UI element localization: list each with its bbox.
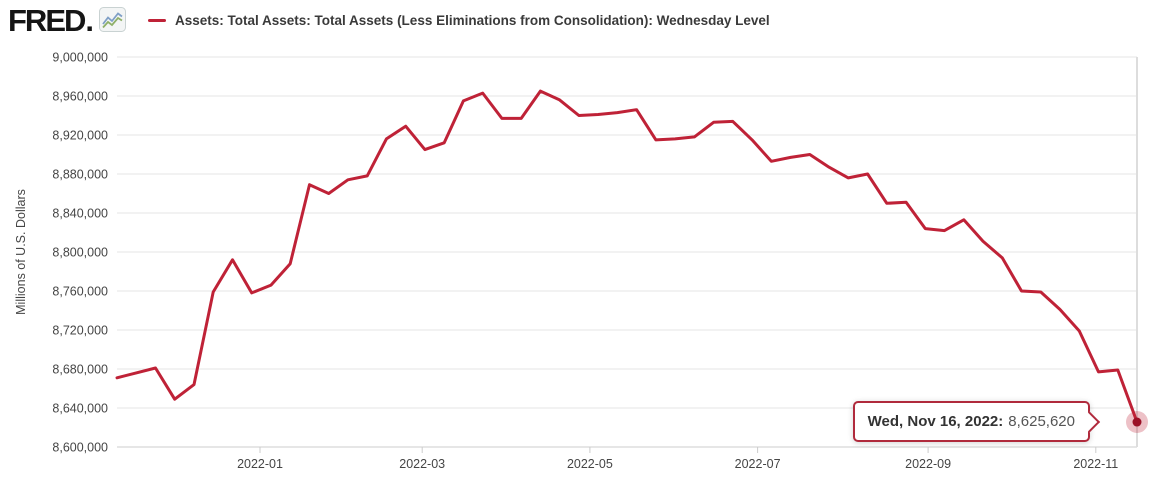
y-tick-label: 8,640,000 xyxy=(52,402,108,416)
y-tick-label: 8,680,000 xyxy=(52,363,108,377)
fred-logo[interactable]: FRED. xyxy=(8,3,127,38)
fred-logo-text: FRED xyxy=(8,3,86,38)
y-tick-label: 8,840,000 xyxy=(52,207,108,221)
x-tick-label: 2022-05 xyxy=(567,457,613,471)
header: FRED. Assets: Total Assets: Total Assets… xyxy=(0,0,1155,42)
x-tick-label: 2022-07 xyxy=(735,457,781,471)
legend-item[interactable]: Assets: Total Assets: Total Assets (Less… xyxy=(148,13,770,28)
fred-logo-trademark-dot: . xyxy=(85,3,95,38)
y-tick-label: 8,880,000 xyxy=(52,168,108,182)
y-tick-label: 8,760,000 xyxy=(52,285,108,299)
y-tick-label: 8,800,000 xyxy=(52,246,108,260)
hover-dot[interactable] xyxy=(1132,417,1142,427)
tooltip: Wed, Nov 16, 2022: 8,625,620 xyxy=(852,401,1090,442)
x-tick-label: 2022-01 xyxy=(237,457,283,471)
fred-logo-chart-icon xyxy=(99,7,127,37)
series-line[interactable] xyxy=(115,89,1139,424)
tooltip-date-label: Wed, Nov 16, 2022: xyxy=(867,413,1004,430)
x-tick-label: 2022-11 xyxy=(1073,457,1118,471)
y-tick-label: 8,960,000 xyxy=(52,90,108,104)
y-tick-label: 8,720,000 xyxy=(52,324,108,338)
legend-line-swatch-icon xyxy=(148,19,166,22)
x-tick-label: 2022-03 xyxy=(399,457,445,471)
y-tick-label: 8,600,000 xyxy=(52,441,108,455)
y-tick-label: 8,920,000 xyxy=(52,129,108,143)
legend-series-label: Assets: Total Assets: Total Assets (Less… xyxy=(175,13,770,28)
x-tick-label: 2022-09 xyxy=(905,457,951,471)
y-tick-label: 9,000,000 xyxy=(52,51,108,65)
y-axis-title: Millions of U.S. Dollars xyxy=(14,189,28,315)
tooltip-value: 8,625,620 xyxy=(1008,413,1075,430)
